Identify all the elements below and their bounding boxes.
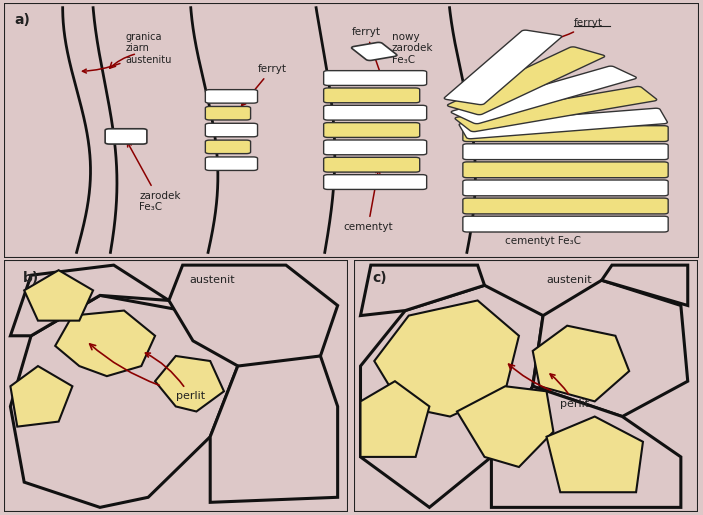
Polygon shape	[323, 123, 420, 138]
Text: c): c)	[373, 271, 387, 285]
Polygon shape	[56, 311, 155, 376]
Text: ferryt: ferryt	[242, 64, 287, 106]
Polygon shape	[602, 265, 688, 305]
Polygon shape	[463, 144, 668, 160]
Text: ferryt: ferryt	[537, 18, 603, 44]
Polygon shape	[205, 123, 257, 137]
Polygon shape	[323, 71, 427, 85]
Polygon shape	[105, 129, 147, 144]
Polygon shape	[323, 175, 427, 190]
Polygon shape	[374, 300, 519, 417]
Text: b): b)	[22, 271, 39, 285]
Polygon shape	[169, 265, 337, 374]
Polygon shape	[323, 88, 420, 103]
Polygon shape	[457, 386, 553, 467]
Polygon shape	[463, 126, 668, 142]
Text: austenit: austenit	[190, 275, 236, 285]
Polygon shape	[155, 356, 224, 411]
Polygon shape	[533, 325, 629, 401]
Polygon shape	[11, 366, 72, 426]
Text: cementyt Fe₃C: cementyt Fe₃C	[505, 217, 581, 246]
Polygon shape	[205, 140, 250, 153]
Polygon shape	[11, 296, 238, 507]
Polygon shape	[323, 157, 420, 172]
Text: perlit: perlit	[550, 374, 589, 409]
Text: a): a)	[14, 13, 30, 27]
Polygon shape	[11, 265, 169, 336]
Text: granica
ziarn
austenitu: granica ziarn austenitu	[82, 32, 172, 73]
Text: ferryt: ferryt	[352, 27, 382, 76]
Polygon shape	[451, 66, 636, 124]
Polygon shape	[24, 270, 93, 321]
Polygon shape	[463, 180, 668, 196]
Text: austenit: austenit	[546, 275, 592, 285]
Polygon shape	[463, 198, 668, 214]
Polygon shape	[459, 108, 667, 139]
Polygon shape	[323, 140, 427, 155]
Polygon shape	[546, 417, 643, 492]
Polygon shape	[361, 381, 430, 457]
Polygon shape	[533, 280, 688, 417]
Polygon shape	[448, 47, 605, 115]
Polygon shape	[323, 105, 427, 120]
Polygon shape	[210, 356, 337, 502]
Polygon shape	[205, 90, 257, 103]
Polygon shape	[361, 265, 484, 316]
Text: nowy
zarodek
Fe₃C: nowy zarodek Fe₃C	[373, 32, 433, 65]
Polygon shape	[444, 30, 562, 105]
Polygon shape	[463, 162, 668, 178]
Text: cementyt: cementyt	[343, 169, 393, 232]
Polygon shape	[205, 157, 257, 170]
Polygon shape	[361, 285, 543, 507]
Polygon shape	[463, 216, 668, 232]
Text: zarodek
Fe₃C: zarodek Fe₃C	[127, 142, 181, 212]
Text: perlit: perlit	[146, 353, 205, 401]
Polygon shape	[205, 107, 250, 120]
Polygon shape	[455, 87, 657, 132]
Polygon shape	[491, 386, 681, 507]
Polygon shape	[352, 42, 396, 60]
